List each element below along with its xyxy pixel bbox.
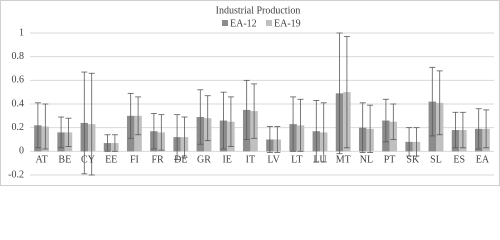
error-bar	[406, 127, 413, 157]
error-bar	[274, 126, 281, 153]
legend-label: EA-19	[274, 18, 301, 29]
x-tick-label: LU	[313, 155, 327, 166]
error-bar	[88, 72, 95, 176]
x-tick-label: FI	[130, 155, 139, 166]
error-bar	[475, 108, 482, 150]
legend-swatch	[222, 20, 228, 26]
y-tick-label: 0	[19, 146, 24, 157]
error-bar	[266, 126, 273, 153]
error-bar	[227, 96, 234, 148]
error-bar	[111, 134, 118, 152]
error-bar	[34, 102, 41, 149]
error-bar	[459, 111, 466, 149]
error-bar	[204, 95, 211, 142]
x-tick-label: IT	[246, 155, 255, 166]
error-bar	[135, 96, 142, 136]
error-bar	[290, 96, 297, 152]
legend-label: EA-12	[230, 18, 257, 29]
x-tick-label: ES	[453, 155, 465, 166]
x-tick-label: FR	[151, 155, 164, 166]
error-bar	[483, 109, 490, 149]
error-bar	[174, 114, 181, 161]
y-tick-label: 1	[19, 27, 24, 38]
error-bar	[390, 103, 397, 140]
x-tick-label: LT	[291, 155, 302, 166]
x-tick-label: BE	[58, 155, 71, 166]
x-tick-label: MT	[336, 155, 351, 166]
chart-title: Industrial Production	[216, 5, 301, 16]
x-tick-label: GR	[197, 155, 211, 166]
error-bar	[197, 89, 204, 145]
x-tick-label: SK	[406, 155, 420, 166]
error-bar	[251, 83, 258, 139]
error-bar	[220, 91, 227, 150]
error-bar	[150, 113, 157, 150]
error-bar	[42, 103, 49, 150]
y-tick-label: 0.2	[12, 122, 25, 133]
error-bar	[243, 79, 250, 140]
error-bar	[58, 116, 65, 149]
error-bar	[158, 114, 165, 151]
x-tick-label: CY	[81, 155, 95, 166]
error-bar	[81, 71, 88, 175]
error-bar	[367, 104, 374, 153]
error-bar	[313, 100, 320, 163]
x-tick-label: DE	[174, 155, 187, 166]
chart: Industrial Production -0.2 0 0.2 0.4 0.6 0.8 1…	[0, 0, 500, 186]
error-bar	[436, 70, 443, 136]
error-bar	[413, 127, 420, 157]
x-tick-label: NL	[360, 155, 373, 166]
x-tick-label: LV	[267, 155, 280, 166]
error-bar	[452, 111, 459, 149]
error-bar	[359, 102, 366, 153]
x-tick-label: PT	[384, 155, 396, 166]
error-bar	[429, 66, 436, 137]
x-tick-label: SL	[430, 155, 442, 166]
error-bar	[297, 98, 304, 152]
y-tick-label: -0.2	[8, 169, 24, 180]
error-bar	[104, 134, 111, 152]
y-tick-label: 0.6	[12, 75, 25, 86]
x-tick-label: AT	[35, 155, 47, 166]
error-bar	[65, 117, 72, 148]
error-bar	[181, 116, 188, 158]
error-bar	[320, 102, 327, 163]
x-tick-label: EE	[105, 155, 117, 166]
error-bar	[382, 98, 389, 143]
y-tick-label: 0.4	[12, 98, 25, 109]
legend-swatch	[266, 20, 272, 26]
y-tick-label: 0.8	[12, 51, 25, 62]
error-bar	[127, 92, 134, 139]
error-bar	[343, 36, 350, 149]
x-tick-label: EA	[476, 155, 490, 166]
x-tick-label: IE	[222, 155, 231, 166]
error-bar	[336, 32, 343, 155]
